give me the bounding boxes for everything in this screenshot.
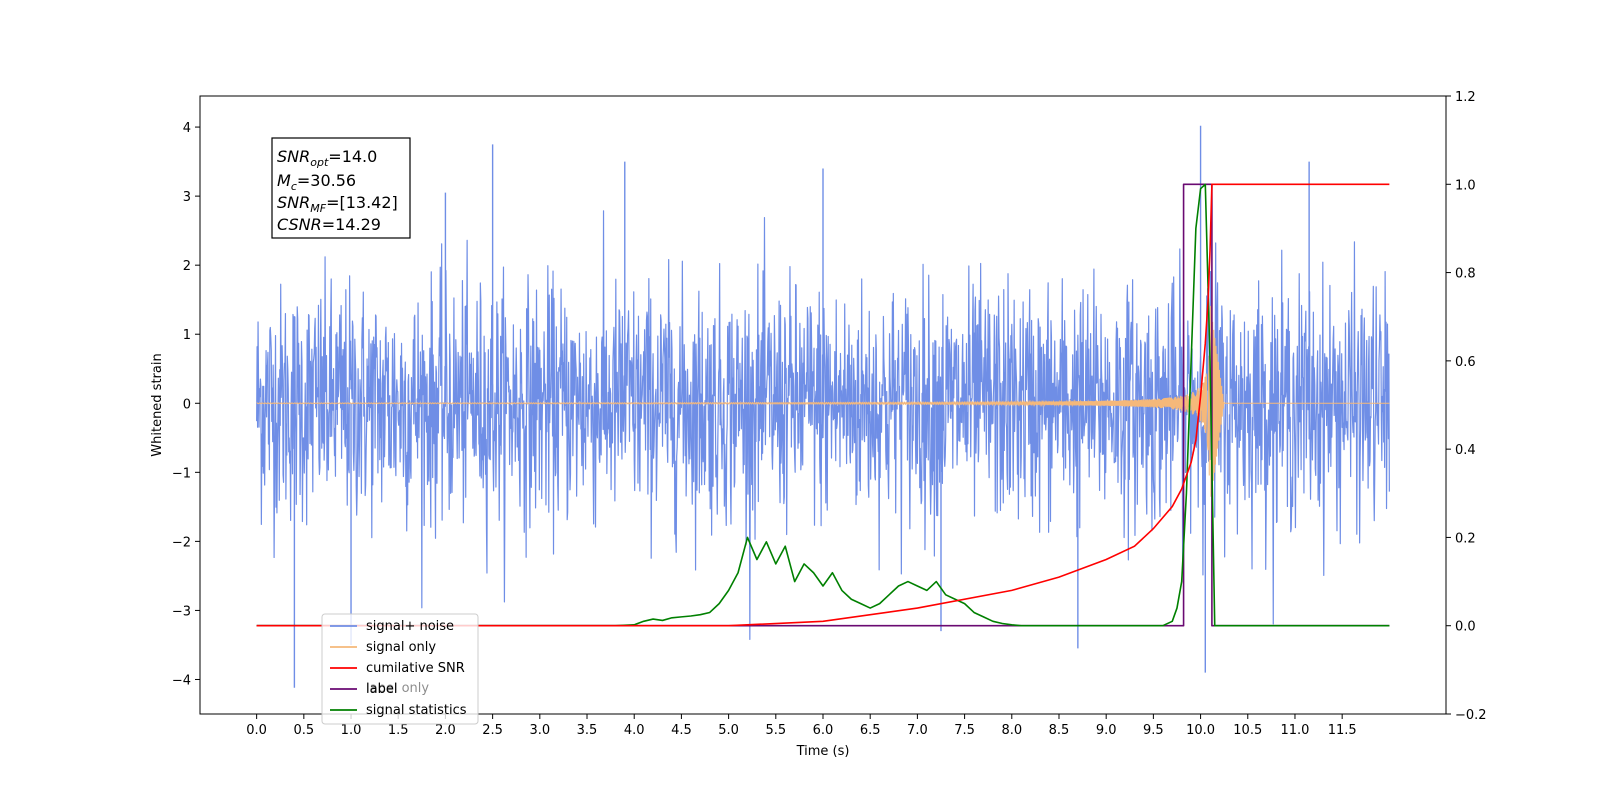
x-tick-label: 5.5	[765, 723, 786, 738]
legend-entry-label: label	[366, 682, 397, 697]
y-right-tick-label: 1.0	[1455, 178, 1476, 193]
stats-csnr: CSNR=14.29	[277, 215, 381, 234]
x-tick-label: 7.5	[954, 723, 975, 738]
y-right-tick-label: 1.2	[1455, 90, 1476, 105]
series-signal-statistics	[256, 183, 1390, 627]
series-cumulative-snr	[256, 183, 1390, 627]
x-tick-label: 2.5	[482, 723, 503, 738]
x-tick-label: 4.5	[671, 723, 692, 738]
x-tick-label: 3.0	[529, 723, 550, 738]
x-axis-label: Time (s)	[796, 744, 850, 759]
y-left-tick-label: −2	[172, 535, 191, 550]
x-tick-label: 8.0	[1001, 723, 1022, 738]
stats-snr-opt: SNRopt=14.0	[277, 147, 377, 169]
y-axis-label: Whitened strain	[150, 353, 165, 456]
y-right-tick-label: 0.8	[1455, 267, 1476, 282]
legend-frame	[321, 613, 479, 725]
legend-ghost-text: label only	[366, 681, 429, 696]
y-right-tick-label: 0.4	[1455, 443, 1476, 458]
y-right-tick-label: 0.0	[1455, 620, 1476, 635]
x-tick-label: 10.0	[1186, 723, 1215, 738]
y-left-tick-label: −1	[172, 466, 191, 481]
x-tick-label: 11.5	[1328, 723, 1357, 738]
x-tick-label: 5.0	[718, 723, 739, 738]
stats-snr-mf: SNRMF=[13.42]	[277, 193, 398, 215]
y-left-tick-label: −4	[172, 673, 191, 688]
series-signal-only	[256, 305, 1390, 497]
legend-entry-label: signal only	[366, 640, 436, 655]
x-tick-label: 1.5	[388, 723, 409, 738]
legend-entry-label: signal statistics	[366, 703, 467, 718]
stats-mc: Mc=30.56	[277, 171, 356, 193]
y-axis-left: −4 −3 −2 −1 0 1 2 3 4	[172, 121, 200, 688]
x-tick-label: 7.0	[907, 723, 928, 738]
x-tick-label: 0.5	[293, 723, 314, 738]
x-tick-label: 1.0	[341, 723, 362, 738]
stats-box-frame	[271, 137, 411, 239]
series-layer	[256, 125, 1390, 688]
legend-entry-label: cumilative SNR	[366, 661, 465, 676]
x-tick-label: 3.5	[577, 723, 598, 738]
legend-entries: signal+ noise signal only cumilative SNR la…	[330, 619, 467, 718]
y-left-tick-label: 1	[183, 328, 191, 343]
y-right-tick-label: −0.2	[1455, 708, 1487, 723]
y-left-tick-label: −3	[172, 604, 191, 619]
y-left-tick-label: 0	[183, 397, 191, 412]
legend-entry-label: signal+ noise	[366, 619, 454, 634]
x-tick-label: 9.0	[1096, 723, 1117, 738]
y-left-tick-label: 3	[183, 190, 191, 205]
x-tick-label: 2.0	[435, 723, 456, 738]
x-tick-label: 0.0	[246, 723, 267, 738]
y-left-tick-label: 4	[183, 121, 191, 136]
legend: label only signal+ noise signal only cumil…	[321, 613, 479, 725]
y-left-tick-label: 2	[183, 259, 191, 274]
x-tick-label: 6.5	[860, 723, 881, 738]
x-tick-label: 4.0	[624, 723, 645, 738]
x-tick-label: 11.0	[1280, 723, 1309, 738]
x-tick-label: 6.0	[813, 723, 834, 738]
x-tick-label: 10.5	[1233, 723, 1262, 738]
y-axis-right: −0.2 0.0 0.2 0.4 0.6 0.8 1.0 1.2	[1446, 90, 1487, 723]
y-right-tick-label: 0.6	[1455, 355, 1476, 370]
x-tick-label: 9.5	[1143, 723, 1164, 738]
stats-box: SNRopt=14.0 Mc=30.56 SNRMF=[13.42] CSNR=…	[271, 137, 411, 239]
x-tick-label: 8.5	[1049, 723, 1070, 738]
y-right-tick-label: 0.2	[1455, 531, 1476, 546]
